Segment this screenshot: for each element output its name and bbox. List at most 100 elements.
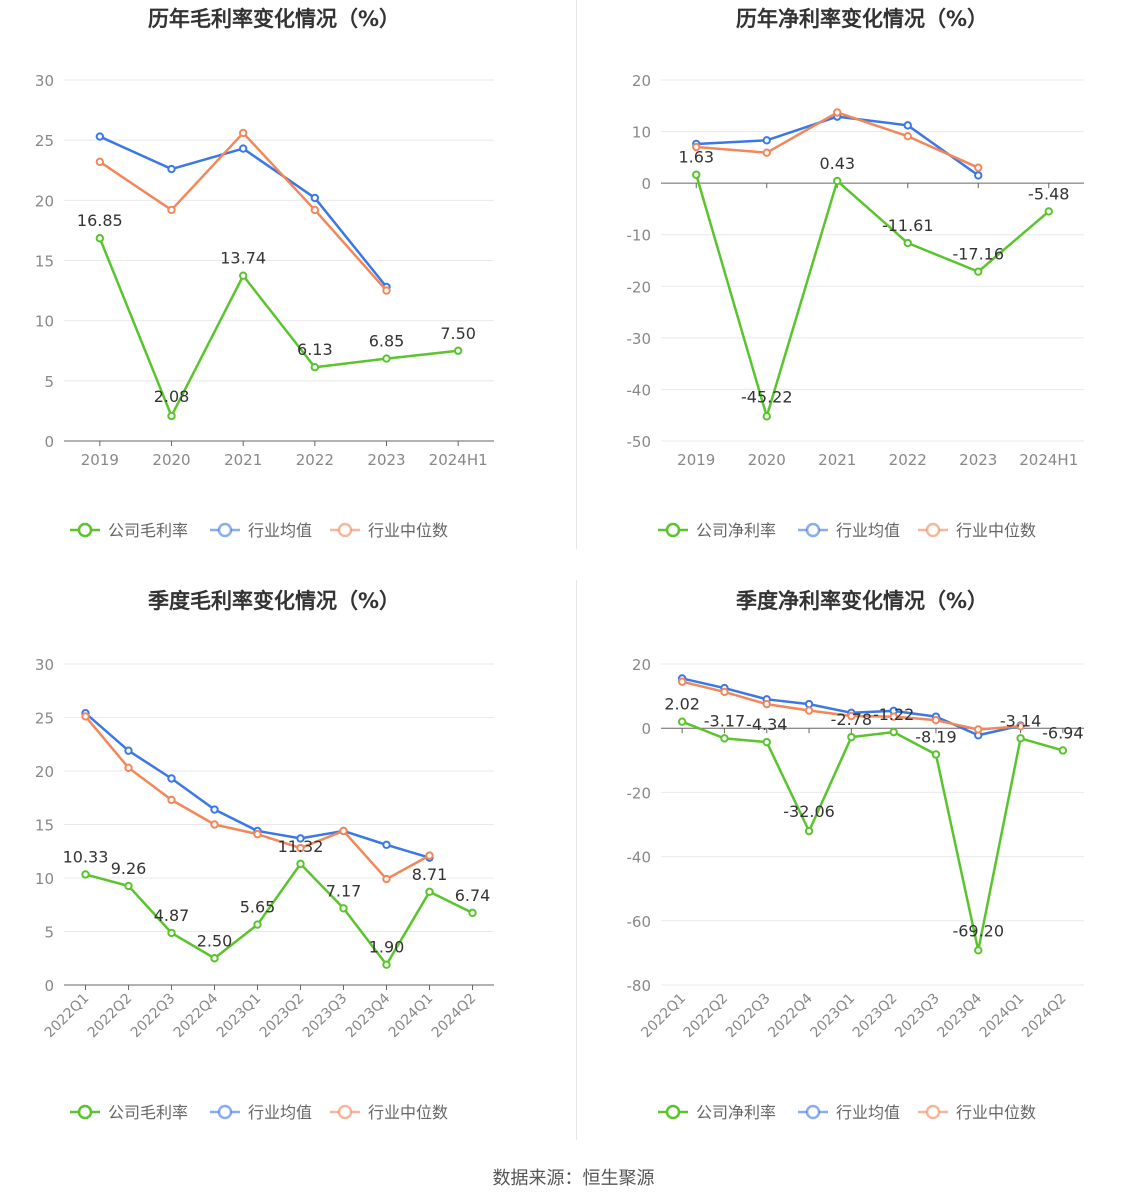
legend-item-industry-median[interactable]: 行业中位数 <box>330 521 448 540</box>
industry_avg-data-point[interactable] <box>310 193 320 203</box>
industry_avg-data-point[interactable] <box>210 805 219 814</box>
industry_avg-data-point[interactable] <box>238 144 248 153</box>
company-data-point[interactable] <box>95 234 105 243</box>
company-data-point[interactable] <box>903 238 912 248</box>
industry_avg-data-point[interactable] <box>124 746 133 755</box>
industry_median-data-point[interactable] <box>804 706 814 715</box>
industry_median-data-point[interactable] <box>931 715 941 725</box>
industry_median-data-point[interactable] <box>167 205 176 215</box>
company-data-point[interactable] <box>677 717 687 726</box>
company-data-point[interactable] <box>425 887 434 897</box>
industry_median-data-point[interactable] <box>238 128 248 138</box>
y-tick-label: -20 <box>627 784 652 802</box>
industry_median-data-point[interactable] <box>310 205 320 215</box>
industry_median-data-point[interactable] <box>833 108 842 117</box>
company-data-point[interactable] <box>310 363 320 372</box>
company-data-point[interactable] <box>167 928 176 938</box>
industry_median-data-point[interactable] <box>382 874 391 884</box>
industry_median-data-point[interactable] <box>253 829 262 839</box>
company-data-point[interactable] <box>81 870 90 879</box>
industry_median-data-point[interactable] <box>903 132 912 141</box>
industry_median-data-point[interactable] <box>847 711 856 721</box>
data-label: 8.71 <box>412 865 448 884</box>
legend-swatch-marker <box>77 522 93 538</box>
industry_median-data-point[interactable] <box>124 763 133 772</box>
company-data-point[interactable] <box>762 412 771 421</box>
company-data-point[interactable] <box>339 904 348 913</box>
x-tick-label: 2022Q1 <box>42 991 93 1042</box>
industry_avg-data-point[interactable] <box>382 840 391 850</box>
company-data-point[interactable] <box>1058 746 1068 755</box>
industry_median-data-point[interactable] <box>425 851 434 860</box>
industry_median-data-point[interactable] <box>720 687 729 697</box>
industry_avg-data-point[interactable] <box>974 171 983 180</box>
company-data-point[interactable] <box>382 960 391 969</box>
industry_median-data-point[interactable] <box>889 712 898 721</box>
company-data-point[interactable] <box>762 737 771 747</box>
company-data-point[interactable] <box>238 271 248 280</box>
legend-swatch-marker <box>217 1104 233 1120</box>
industry_avg-data-point[interactable] <box>95 132 105 141</box>
company-data-point[interactable] <box>296 859 305 869</box>
x-tick-label: 2023Q1 <box>808 991 859 1042</box>
data-label: -8.19 <box>915 727 956 746</box>
legend-item-industry-avg[interactable]: 行业均值 <box>798 521 900 540</box>
industry_median-data-point[interactable] <box>167 795 176 805</box>
industry_median-data-point[interactable] <box>296 843 305 853</box>
legend-item-company[interactable]: 公司净利率 <box>658 1103 776 1122</box>
legend-item-industry-avg[interactable]: 行业均值 <box>210 521 312 540</box>
industry_median-data-point[interactable] <box>974 725 983 734</box>
y-tick-label: 0 <box>641 175 651 193</box>
x-tick-label: 2021 <box>818 451 856 469</box>
industry_avg-data-point[interactable] <box>167 774 176 783</box>
company-data-point[interactable] <box>1016 734 1025 743</box>
company-data-point[interactable] <box>804 826 814 836</box>
industry_median-data-point[interactable] <box>95 157 105 167</box>
company-data-point[interactable] <box>974 946 983 955</box>
x-tick-label: 2024Q2 <box>429 991 480 1042</box>
company-data-point[interactable] <box>253 920 262 929</box>
x-tick-label: 2020 <box>152 451 190 469</box>
y-tick-label: 0 <box>44 433 54 451</box>
company-data-point[interactable] <box>210 954 219 963</box>
industry_avg-data-point[interactable] <box>296 834 305 843</box>
company-data-point[interactable] <box>833 176 842 186</box>
legend-item-company[interactable]: 公司毛利率 <box>70 1103 188 1122</box>
legend-item-company[interactable]: 公司毛利率 <box>70 521 188 540</box>
company-data-point[interactable] <box>692 170 701 179</box>
company-data-point[interactable] <box>1044 207 1053 216</box>
legend-item-industry-median[interactable]: 行业中位数 <box>330 1103 448 1122</box>
industry_median-data-point[interactable] <box>692 142 701 152</box>
company-data-point[interactable] <box>974 267 983 276</box>
legend-item-industry-median[interactable]: 行业中位数 <box>918 1103 1036 1122</box>
company-data-point[interactable] <box>453 346 463 355</box>
company-series-line <box>681 720 1064 952</box>
company-data-point[interactable] <box>382 354 391 363</box>
legend-item-industry-avg[interactable]: 行业均值 <box>798 1103 900 1122</box>
company-data-point[interactable] <box>847 732 856 742</box>
industry_avg-data-point[interactable] <box>903 121 912 130</box>
industry_median-data-point[interactable] <box>210 820 219 829</box>
company-data-point[interactable] <box>720 734 729 743</box>
industry_median-data-point[interactable] <box>81 712 90 721</box>
legend-item-industry-median[interactable]: 行业中位数 <box>918 521 1036 540</box>
industry_avg-data-point[interactable] <box>167 164 176 174</box>
x-tick-label: 2022 <box>889 451 927 469</box>
industry_median-data-point[interactable] <box>1016 722 1025 731</box>
industry_median-data-point[interactable] <box>974 163 983 172</box>
legend-item-industry-avg[interactable]: 行业均值 <box>210 1103 312 1122</box>
legend-label: 公司毛利率 <box>108 521 188 540</box>
company-data-point[interactable] <box>889 727 898 737</box>
industry_median-data-point[interactable] <box>677 677 687 686</box>
industry_median-data-point[interactable] <box>339 826 348 836</box>
y-tick-label: -40 <box>627 381 652 399</box>
industry_median-data-point[interactable] <box>762 699 771 709</box>
industry_avg-data-point[interactable] <box>762 136 771 145</box>
legend-item-company[interactable]: 公司净利率 <box>658 521 776 540</box>
company-data-point[interactable] <box>468 908 477 918</box>
industry_median-data-point[interactable] <box>382 286 391 295</box>
company-data-point[interactable] <box>167 411 176 421</box>
company-data-point[interactable] <box>931 750 941 759</box>
company-data-point[interactable] <box>124 881 133 891</box>
industry_median-data-point[interactable] <box>762 148 771 157</box>
